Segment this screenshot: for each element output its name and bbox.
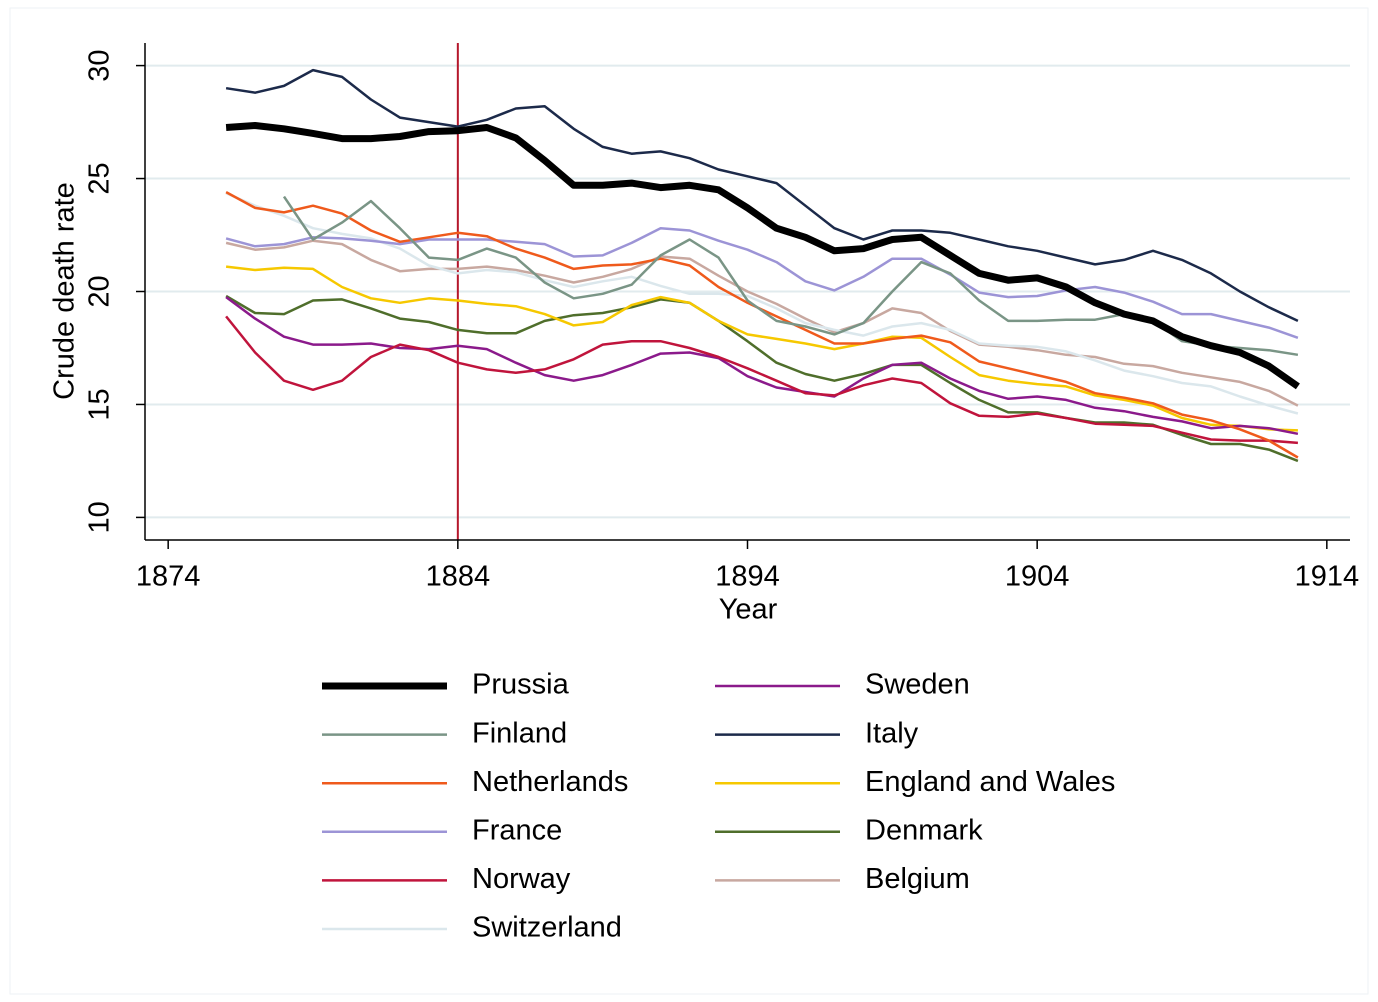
x-tick-label: 1914 xyxy=(1295,561,1360,593)
series-line xyxy=(225,296,1299,436)
x-tick-label: 1884 xyxy=(426,561,491,593)
legend-label: Switzerland xyxy=(472,912,622,944)
series-line xyxy=(225,68,1299,323)
legend-label: Finland xyxy=(472,717,567,749)
y-tick-label: 10 xyxy=(84,501,116,533)
series-line xyxy=(225,265,1298,432)
legend-label: Prussia xyxy=(472,669,570,701)
legend-label: England and Wales xyxy=(865,766,1115,798)
x-tick-label: 1874 xyxy=(136,561,201,593)
y-tick-label: 30 xyxy=(84,49,116,81)
legend-label: Denmark xyxy=(865,814,983,846)
legend-label: Belgium xyxy=(865,863,970,895)
series-line xyxy=(225,192,1299,415)
series-line xyxy=(225,315,1298,445)
x-tick-label: 1904 xyxy=(1005,561,1070,593)
legend: Prussia Finland Netherlands France Norway Swi… xyxy=(322,669,1115,944)
series-line xyxy=(225,122,1300,390)
legend-label: Norway xyxy=(472,863,571,895)
chart-frame xyxy=(9,7,1369,995)
y-tick-label: 25 xyxy=(84,162,116,194)
legend-label: Netherlands xyxy=(472,766,628,798)
x-tick-label: 1894 xyxy=(715,561,780,593)
axes: 10 15 20 25 30 1874 1884 1894 1904 1914 xyxy=(84,43,1359,593)
x-axis-title: Year xyxy=(719,594,778,626)
y-tick-label: 20 xyxy=(84,275,116,307)
y-tick-label: 15 xyxy=(84,388,116,420)
y-axis-title: Crude death rate xyxy=(49,182,81,400)
plot-lines xyxy=(225,68,1300,463)
series-line xyxy=(225,226,1299,339)
legend-label: France xyxy=(472,814,562,846)
legend-label: Italy xyxy=(865,717,919,749)
series-line xyxy=(225,294,1299,463)
series-line xyxy=(225,239,1299,407)
legend-label: Sweden xyxy=(865,669,970,701)
